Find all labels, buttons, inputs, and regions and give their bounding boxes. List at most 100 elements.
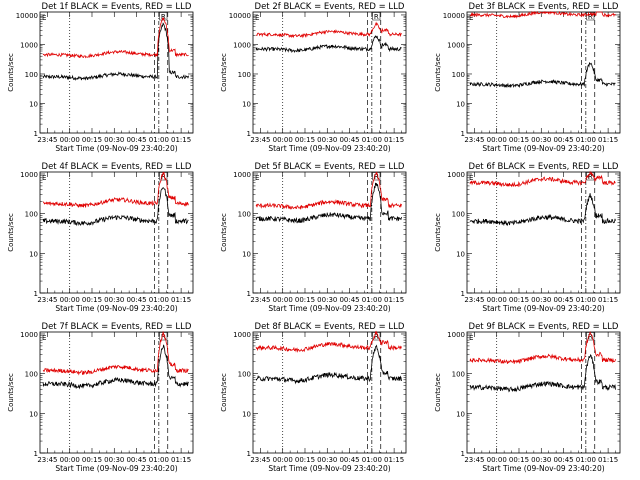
plot-frame (39, 11, 194, 134)
y-tick-label: 100 (238, 371, 251, 379)
corner-label: E (255, 14, 259, 22)
x-tick-label: 23:45 (464, 136, 484, 144)
y-tick-label: 100 (25, 371, 38, 379)
x-tick-label: 01:00 (149, 456, 169, 464)
x-tick-label: 00:45 (126, 296, 146, 304)
y-tick-label: 1000 (20, 331, 38, 339)
y-axis-label: Counts/sec (434, 373, 442, 412)
x-tick-label: 00:30 (531, 136, 551, 144)
x-tick-label: 01:15 (384, 136, 404, 144)
y-tick-label: 100 (25, 211, 38, 219)
flag-label: R (588, 13, 593, 21)
y-tick-label: 1000 (233, 41, 251, 49)
x-axis-label: Start Time (09-Nov-09 23:40:20) (268, 304, 390, 313)
y-tick-label: 1000 (447, 331, 465, 339)
x-tick-label: 01:15 (171, 296, 191, 304)
x-tick-label: 01:15 (384, 456, 404, 464)
plot-frame (252, 171, 407, 294)
y-tick-label: 10 (29, 250, 38, 258)
x-tick-label: 01:00 (576, 296, 596, 304)
y-tick-label: 1 (34, 290, 38, 298)
y-tick-label: 10000 (443, 12, 465, 20)
flag-label: R (161, 173, 166, 181)
x-tick-label: 00:15 (295, 296, 315, 304)
y-tick-label: 100 (452, 371, 465, 379)
x-tick-label: 01:00 (362, 136, 382, 144)
panel-title: Det 6f BLACK = Events, RED = LLD (469, 162, 619, 172)
lld-series-line (42, 330, 189, 376)
y-tick-label: 1000 (20, 171, 38, 179)
flag-label: R (374, 13, 379, 21)
panel-title: Det 3f BLACK = Events, RED = LLD (469, 2, 619, 12)
x-tick-label: 01:15 (384, 296, 404, 304)
x-tick-label: 00:00 (60, 456, 80, 464)
detector-panel-6: Det 6f BLACK = Events, RED = LLD E 1 10 100 1… (434, 162, 621, 313)
x-tick-label: 00:15 (509, 456, 529, 464)
events-series-line (469, 193, 616, 227)
flag-label: R (588, 333, 593, 341)
y-tick-label: 10 (456, 410, 465, 418)
events-series-line (255, 344, 402, 385)
x-tick-label: 01:15 (598, 456, 618, 464)
y-axis-label: Counts/sec (220, 53, 228, 92)
x-axis-label: Start Time (09-Nov-09 23:40:20) (55, 144, 177, 153)
x-tick-label: 00:00 (273, 136, 293, 144)
flag-box (372, 12, 381, 21)
y-tick-label: 100 (452, 211, 465, 219)
x-tick-label: 00:00 (487, 456, 507, 464)
x-tick-label: 01:15 (171, 136, 191, 144)
x-tick-label: 00:00 (273, 296, 293, 304)
x-tick-label: 23:45 (250, 136, 270, 144)
x-axis-label: Start Time (09-Nov-09 23:40:20) (482, 464, 604, 473)
panel-title: Det 7f BLACK = Events, RED = LLD (42, 322, 192, 332)
y-tick-label: 100 (238, 71, 251, 79)
y-axis-label: Counts/sec (7, 53, 15, 92)
x-tick-label: 00:45 (339, 296, 359, 304)
y-axis-label: Counts/sec (7, 213, 15, 252)
y-axis-label: Counts/sec (434, 53, 442, 92)
corner-label: E (469, 14, 473, 22)
y-axis-label: Counts/sec (7, 373, 15, 412)
y-tick-label: 1000 (233, 171, 251, 179)
y-tick-label: 10000 (16, 12, 38, 20)
panel-title: Det 5f BLACK = Events, RED = LLD (255, 162, 405, 172)
x-tick-label: 00:30 (317, 296, 337, 304)
plot-frame (39, 331, 194, 454)
flag-label: R (374, 333, 379, 341)
x-tick-label: 00:30 (104, 456, 124, 464)
x-tick-label: 01:00 (576, 456, 596, 464)
x-tick-label: 23:45 (37, 136, 57, 144)
panel-title: Det 2f BLACK = Events, RED = LLD (255, 2, 405, 12)
y-axis-label: Counts/sec (434, 213, 442, 252)
x-tick-label: 00:30 (317, 136, 337, 144)
plot-frame (466, 331, 621, 454)
x-tick-label: 00:00 (60, 296, 80, 304)
x-tick-label: 00:00 (60, 136, 80, 144)
corner-label: E (42, 174, 46, 182)
flag-box (586, 12, 595, 21)
lld-series-line (43, 171, 189, 208)
y-tick-label: 10 (456, 100, 465, 108)
panel-title: Det 8f BLACK = Events, RED = LLD (255, 322, 405, 332)
y-tick-label: 100 (25, 71, 38, 79)
y-tick-label: 1000 (447, 41, 465, 49)
detector-panel-4: Det 4f BLACK = Events, RED = LLD E 1 10 100 1… (7, 162, 194, 313)
y-tick-label: 1 (461, 450, 465, 458)
detector-panel-2: Det 2f BLACK = Events, RED = LLD E 1 10 100 1… (220, 2, 407, 153)
y-tick-label: 10 (242, 100, 251, 108)
y-tick-label: 1000 (20, 41, 38, 49)
x-tick-label: 00:15 (82, 136, 102, 144)
x-tick-label: 01:00 (149, 136, 169, 144)
x-axis-label: Start Time (09-Nov-09 23:40:20) (482, 304, 604, 313)
detector-panel-1: Det 1f BLACK = Events, RED = LLD E 1 10 100 1… (7, 2, 194, 153)
x-tick-label: 00:15 (295, 456, 315, 464)
x-tick-label: 23:45 (250, 456, 270, 464)
lld-series-line (255, 21, 402, 39)
plot-frame (252, 11, 407, 134)
y-tick-label: 10 (29, 100, 38, 108)
x-tick-label: 00:45 (339, 136, 359, 144)
plot-frame (466, 171, 621, 294)
x-axis-label: Start Time (09-Nov-09 23:40:20) (268, 464, 390, 473)
lld-series-line (42, 17, 189, 59)
x-tick-label: 00:45 (553, 136, 573, 144)
